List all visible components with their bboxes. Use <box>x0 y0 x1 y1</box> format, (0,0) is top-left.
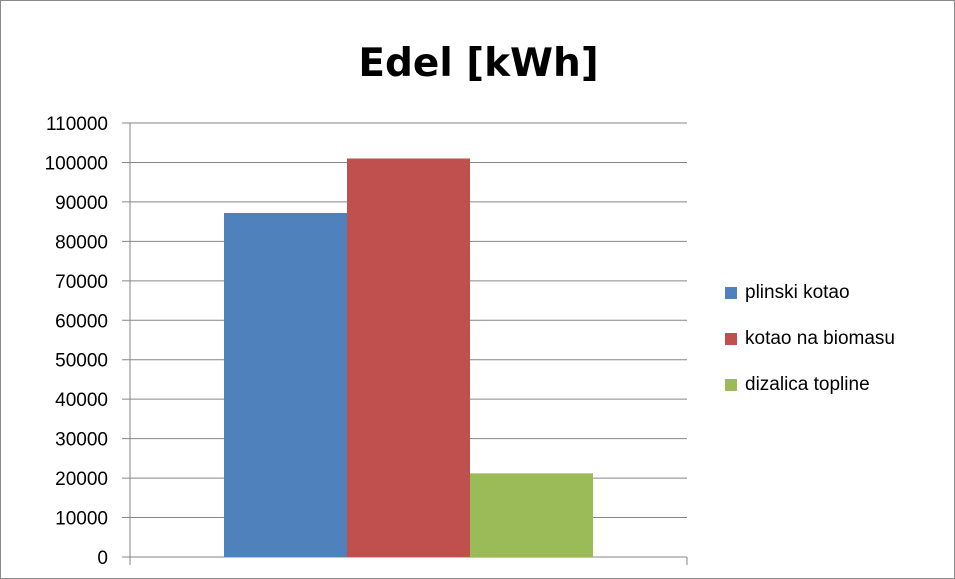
y-tick-label: 40000 <box>55 390 108 411</box>
y-tick-label: 70000 <box>55 272 108 293</box>
y-tick-label: 20000 <box>55 469 108 490</box>
legend-swatch <box>725 333 737 345</box>
y-tick-label: 100000 <box>45 153 108 174</box>
y-tick-label: 90000 <box>55 193 108 214</box>
y-tick-label: 0 <box>97 548 108 569</box>
legend-swatch <box>725 287 737 299</box>
y-tick-label: 110000 <box>46 114 108 135</box>
y-tick-label: 50000 <box>55 351 108 372</box>
bar-dizalica-topline <box>470 473 593 557</box>
legend: plinski kotao kotao na biomasu dizalica to… <box>725 281 895 419</box>
bar-kotao-na-biomasu <box>347 158 470 557</box>
bar-plinski-kotao <box>224 212 347 557</box>
legend-label: kotao na biomasu <box>745 328 895 349</box>
legend-label: plinski kotao <box>745 282 850 303</box>
y-tick-label: 60000 <box>55 311 108 332</box>
legend-item: kotao na biomasu <box>725 327 895 351</box>
legend-swatch <box>725 379 737 391</box>
legend-label: dizalica topline <box>745 374 870 395</box>
y-tick-label: 80000 <box>55 232 108 253</box>
y-tick-label: 10000 <box>55 509 108 530</box>
chart-title: Edel [kWh] <box>358 41 599 86</box>
legend-item: dizalica topline <box>725 373 895 397</box>
y-tick-label: 30000 <box>55 430 108 451</box>
legend-item: plinski kotao <box>725 281 895 305</box>
